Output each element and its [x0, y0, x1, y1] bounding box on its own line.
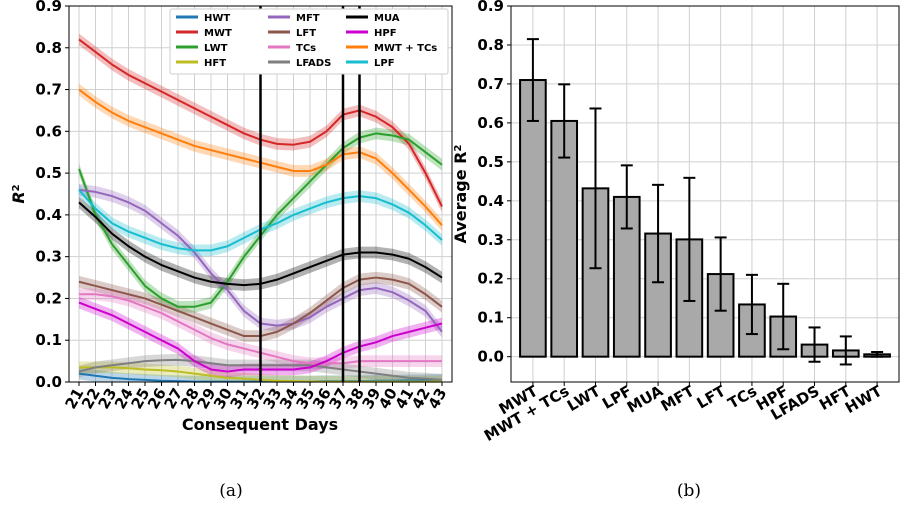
y-axis-label-b-base: Average R [451, 151, 470, 243]
y-tick-label: 0.3 [477, 231, 504, 249]
confidence-band [79, 361, 442, 382]
y-tick-label: 0.0 [35, 373, 62, 391]
y-axis-label-b-sup: 2 [453, 144, 464, 151]
y-axis-label-a: R2 [9, 184, 28, 203]
y-tick-label: 0.6 [477, 114, 504, 132]
y-tick-label: 0.5 [477, 153, 504, 171]
caption-b: (b) [677, 481, 701, 501]
y-axis-label-a-base: R [9, 191, 28, 203]
y-tick-label: 0.8 [35, 39, 62, 57]
caption-a: (a) [219, 481, 242, 501]
y-tick-label: 0.6 [35, 122, 62, 140]
y-tick-label: 0.4 [477, 192, 504, 210]
y-tick-label: 0.5 [35, 164, 62, 182]
y-axis-label-b: Average R2 [451, 144, 470, 243]
y-tick-label: 0.1 [477, 309, 504, 327]
y-tick-label: 0.8 [477, 36, 504, 54]
confidence-band [79, 367, 442, 382]
legend-label: MWT + TCs [374, 43, 437, 54]
y-tick-label: 0.0 [477, 348, 504, 366]
y-tick-label: 0.7 [477, 75, 504, 93]
y-tick-label: 0.1 [35, 331, 62, 349]
legend-label: MUA [374, 13, 400, 24]
x-tick-label: HWT [842, 381, 886, 417]
legend-label: MFT [296, 13, 320, 24]
y-ticks-a: 0.0 0.1 0.2 0.3 0.4 0.5 0.6 0.7 0.8 0.9 [35, 0, 69, 391]
legend-a-box [169, 8, 449, 75]
error-bars-b [526, 38, 884, 366]
legend-label: LFADS [296, 58, 331, 69]
plot-area-b-frame [510, 5, 900, 383]
y-ticks-b: 0.0 0.1 0.2 0.3 0.4 0.5 0.6 0.7 0.8 0.9 [477, 0, 511, 366]
confidence-band [79, 183, 442, 257]
confidence-band [79, 296, 442, 378]
legend-label: MWT [204, 28, 232, 39]
y-tick-label: 0.2 [477, 270, 504, 288]
legend-label: HFT [204, 58, 226, 69]
confidence-band [79, 271, 442, 342]
x-tick-label: LWT [564, 381, 604, 415]
legend-label: LWT [204, 43, 228, 54]
x-axis-label-a: Consequent Days [182, 415, 338, 434]
legend-label: HPF [374, 28, 397, 39]
y-axis-label-a-sup: 2 [11, 184, 22, 191]
y-tick-label: 0.7 [35, 81, 62, 99]
line-chart-panel: 0.0 0.1 0.2 0.3 0.4 0.5 0.6 0.7 0.8 0.9 212223242… [9, 0, 453, 501]
x-ticks-a: 2122232425262728293031323334353637383940… [61, 382, 450, 412]
y-tick-label: 0.9 [477, 0, 504, 15]
legend-label: HWT [204, 13, 230, 24]
legend-a: HWT MWT LWT HFT MFT LFT TCs LFADS MUA HPF MWT + TC… [169, 8, 449, 75]
y-tick-label: 0.9 [35, 0, 62, 15]
bar [519, 79, 547, 358]
y-tick-label: 0.3 [35, 248, 62, 266]
confidence-band [79, 183, 442, 338]
y-tick-label: 0.2 [35, 289, 62, 307]
x-tick-label: MFT [658, 381, 698, 415]
x-tick-label: 43 [424, 385, 450, 412]
y-tick-label: 0.4 [35, 206, 62, 224]
legend-label: LFT [296, 28, 316, 39]
legend-label: TCs [296, 43, 316, 54]
legend-label: LPF [374, 58, 395, 69]
